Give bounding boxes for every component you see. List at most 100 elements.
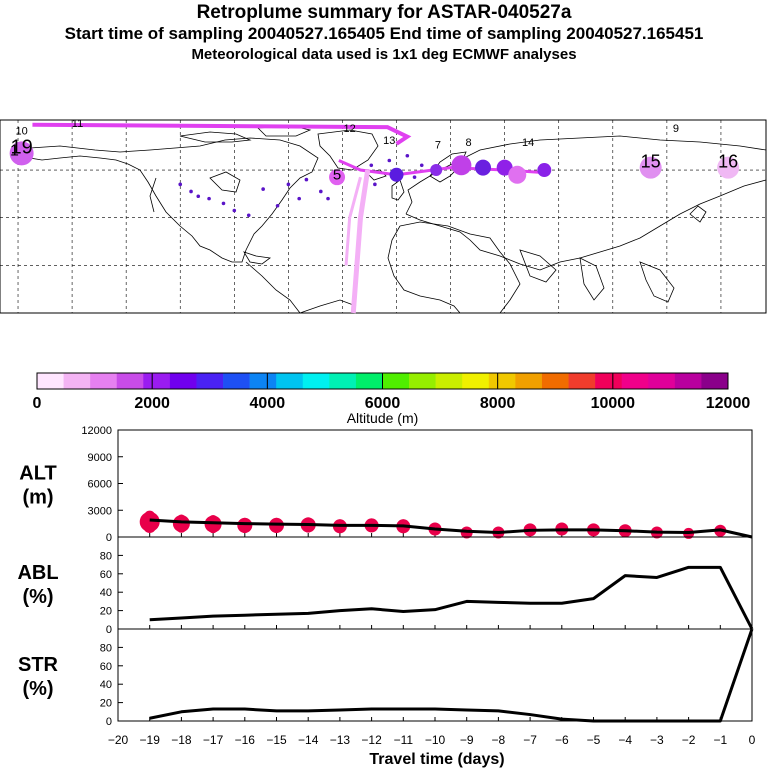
y-tick-label: 0: [106, 624, 112, 636]
plume-dot: [178, 182, 183, 187]
trajectory-plume: [9, 122, 740, 314]
plume-blob: [537, 163, 552, 178]
x-tick-label: −17: [203, 733, 224, 747]
time-series-panels: 030006000900012000ALT(m)020406080ABL(%)0…: [17, 425, 755, 747]
x-axis-label: Travel time (days): [369, 751, 504, 768]
x-tick-label: −18: [171, 733, 192, 747]
plume-blob: [717, 156, 740, 179]
colorbar-segment: [329, 373, 357, 389]
x-tick-label: −11: [394, 733, 414, 747]
day-label-large: 19: [11, 136, 33, 158]
colorbar-segment: [648, 373, 676, 389]
colorbar-tick-label: 6000: [365, 395, 401, 412]
colorbar-segment: [249, 373, 277, 389]
plume-dot: [246, 213, 251, 218]
colorbar-segment: [568, 373, 596, 389]
plume-blob: [508, 165, 527, 184]
colorbar-segment: [621, 373, 649, 389]
x-tick-label: −7: [523, 733, 537, 747]
plume-blob: [9, 141, 34, 166]
y-tick-label: 80: [100, 642, 112, 654]
day-label: 8: [466, 137, 472, 149]
x-tick-label: −3: [650, 733, 664, 747]
y-tick-label: 40: [100, 587, 112, 599]
plume-dot: [387, 158, 392, 163]
y-tick-label: 3000: [88, 505, 112, 517]
x-tick-label: −16: [235, 733, 256, 747]
y-axis-label: (%): [22, 586, 53, 608]
particle-marker: [335, 525, 344, 534]
plume-arctic-track: [32, 122, 412, 146]
colorbar-segment: [701, 373, 729, 389]
y-tick-label: 12000: [81, 425, 112, 437]
x-tick-label: −12: [361, 733, 382, 747]
day-label: 9: [673, 123, 679, 135]
day-label-large: 15: [641, 152, 661, 172]
colorbar-segment: [196, 373, 224, 389]
particle-marker: [368, 518, 376, 526]
x-tick-label: −8: [492, 733, 506, 747]
plume-dot: [196, 194, 201, 199]
y-axis-label: ABL: [17, 562, 58, 584]
plume-blob: [389, 167, 404, 182]
day-label: 14: [522, 137, 534, 149]
plume-dot: [319, 189, 323, 194]
colorbar-tick-label: 4000: [250, 395, 286, 412]
particle-marker: [558, 522, 565, 529]
y-tick-label: 9000: [88, 452, 112, 464]
day-label-large: 16: [718, 152, 738, 172]
x-tick-label: −15: [266, 733, 287, 747]
particle-marker: [526, 523, 534, 530]
plume-dot: [304, 177, 309, 182]
colorbar-tick-label: 10000: [591, 395, 636, 412]
y-axis-label: STR: [18, 654, 59, 676]
y-tick-label: 20: [100, 698, 112, 710]
colorbar-segment: [355, 373, 383, 389]
colorbar-segment: [169, 373, 197, 389]
colorbar-tick-label: 0: [33, 395, 42, 412]
y-tick-label: 20: [100, 606, 112, 618]
plume-dot: [419, 163, 424, 168]
day-label-large: 1: [10, 143, 19, 160]
plume-dot: [286, 182, 291, 187]
colorbar-segment: [223, 373, 250, 389]
x-tick-label: −14: [298, 733, 319, 747]
plume-dot: [326, 196, 330, 201]
y-tick-label: 6000: [88, 479, 112, 491]
particle-marker: [590, 523, 597, 530]
x-tick-label: −10: [425, 733, 446, 747]
colorbar-segment: [276, 373, 304, 389]
plume-dot: [412, 175, 417, 179]
plume-dot: [189, 189, 193, 194]
x-tick-label: −5: [587, 733, 601, 747]
panel-alt: 0 3000 6000 9000 12000 ALT(m): [19, 425, 753, 544]
plume-dot: [297, 196, 301, 201]
panel-abl: 0 20 40 60 80 ABL(%): [17, 536, 754, 636]
particle-marker: [622, 524, 629, 531]
colorbar-segment: [382, 373, 410, 389]
altitude-colorbar: 0 2000 4000 6000 8000 10000 12000 Altitude (m): [33, 372, 751, 426]
particle-marker: [272, 524, 281, 534]
day-label: 13: [383, 135, 395, 147]
colorbar-tick-label: 12000: [706, 395, 751, 412]
series-line-abl: [149, 565, 754, 630]
particle-marker: [176, 522, 187, 533]
plume-dot: [369, 163, 374, 168]
x-tick-label: −6: [555, 733, 569, 747]
plume-dot: [232, 208, 237, 213]
plume-dot: [373, 182, 377, 187]
panel-str: 0 20 40 60 80 STR(%): [18, 628, 754, 728]
plume-dot: [405, 153, 410, 158]
day-label: 7: [435, 140, 441, 152]
y-tick-label: 0: [106, 716, 112, 728]
y-axis-label: (%): [22, 678, 53, 700]
y-tick-label: 0: [106, 532, 112, 544]
met-data-note: Meteorological data used is 1x1 deg ECMW…: [191, 46, 577, 63]
colorbar-segment: [488, 373, 516, 389]
plume-blob: [451, 155, 472, 176]
day-label: 11: [72, 118, 83, 130]
colorbar-segment: [595, 373, 622, 389]
plume-blob: [329, 169, 346, 186]
day-label: 10: [16, 125, 28, 137]
